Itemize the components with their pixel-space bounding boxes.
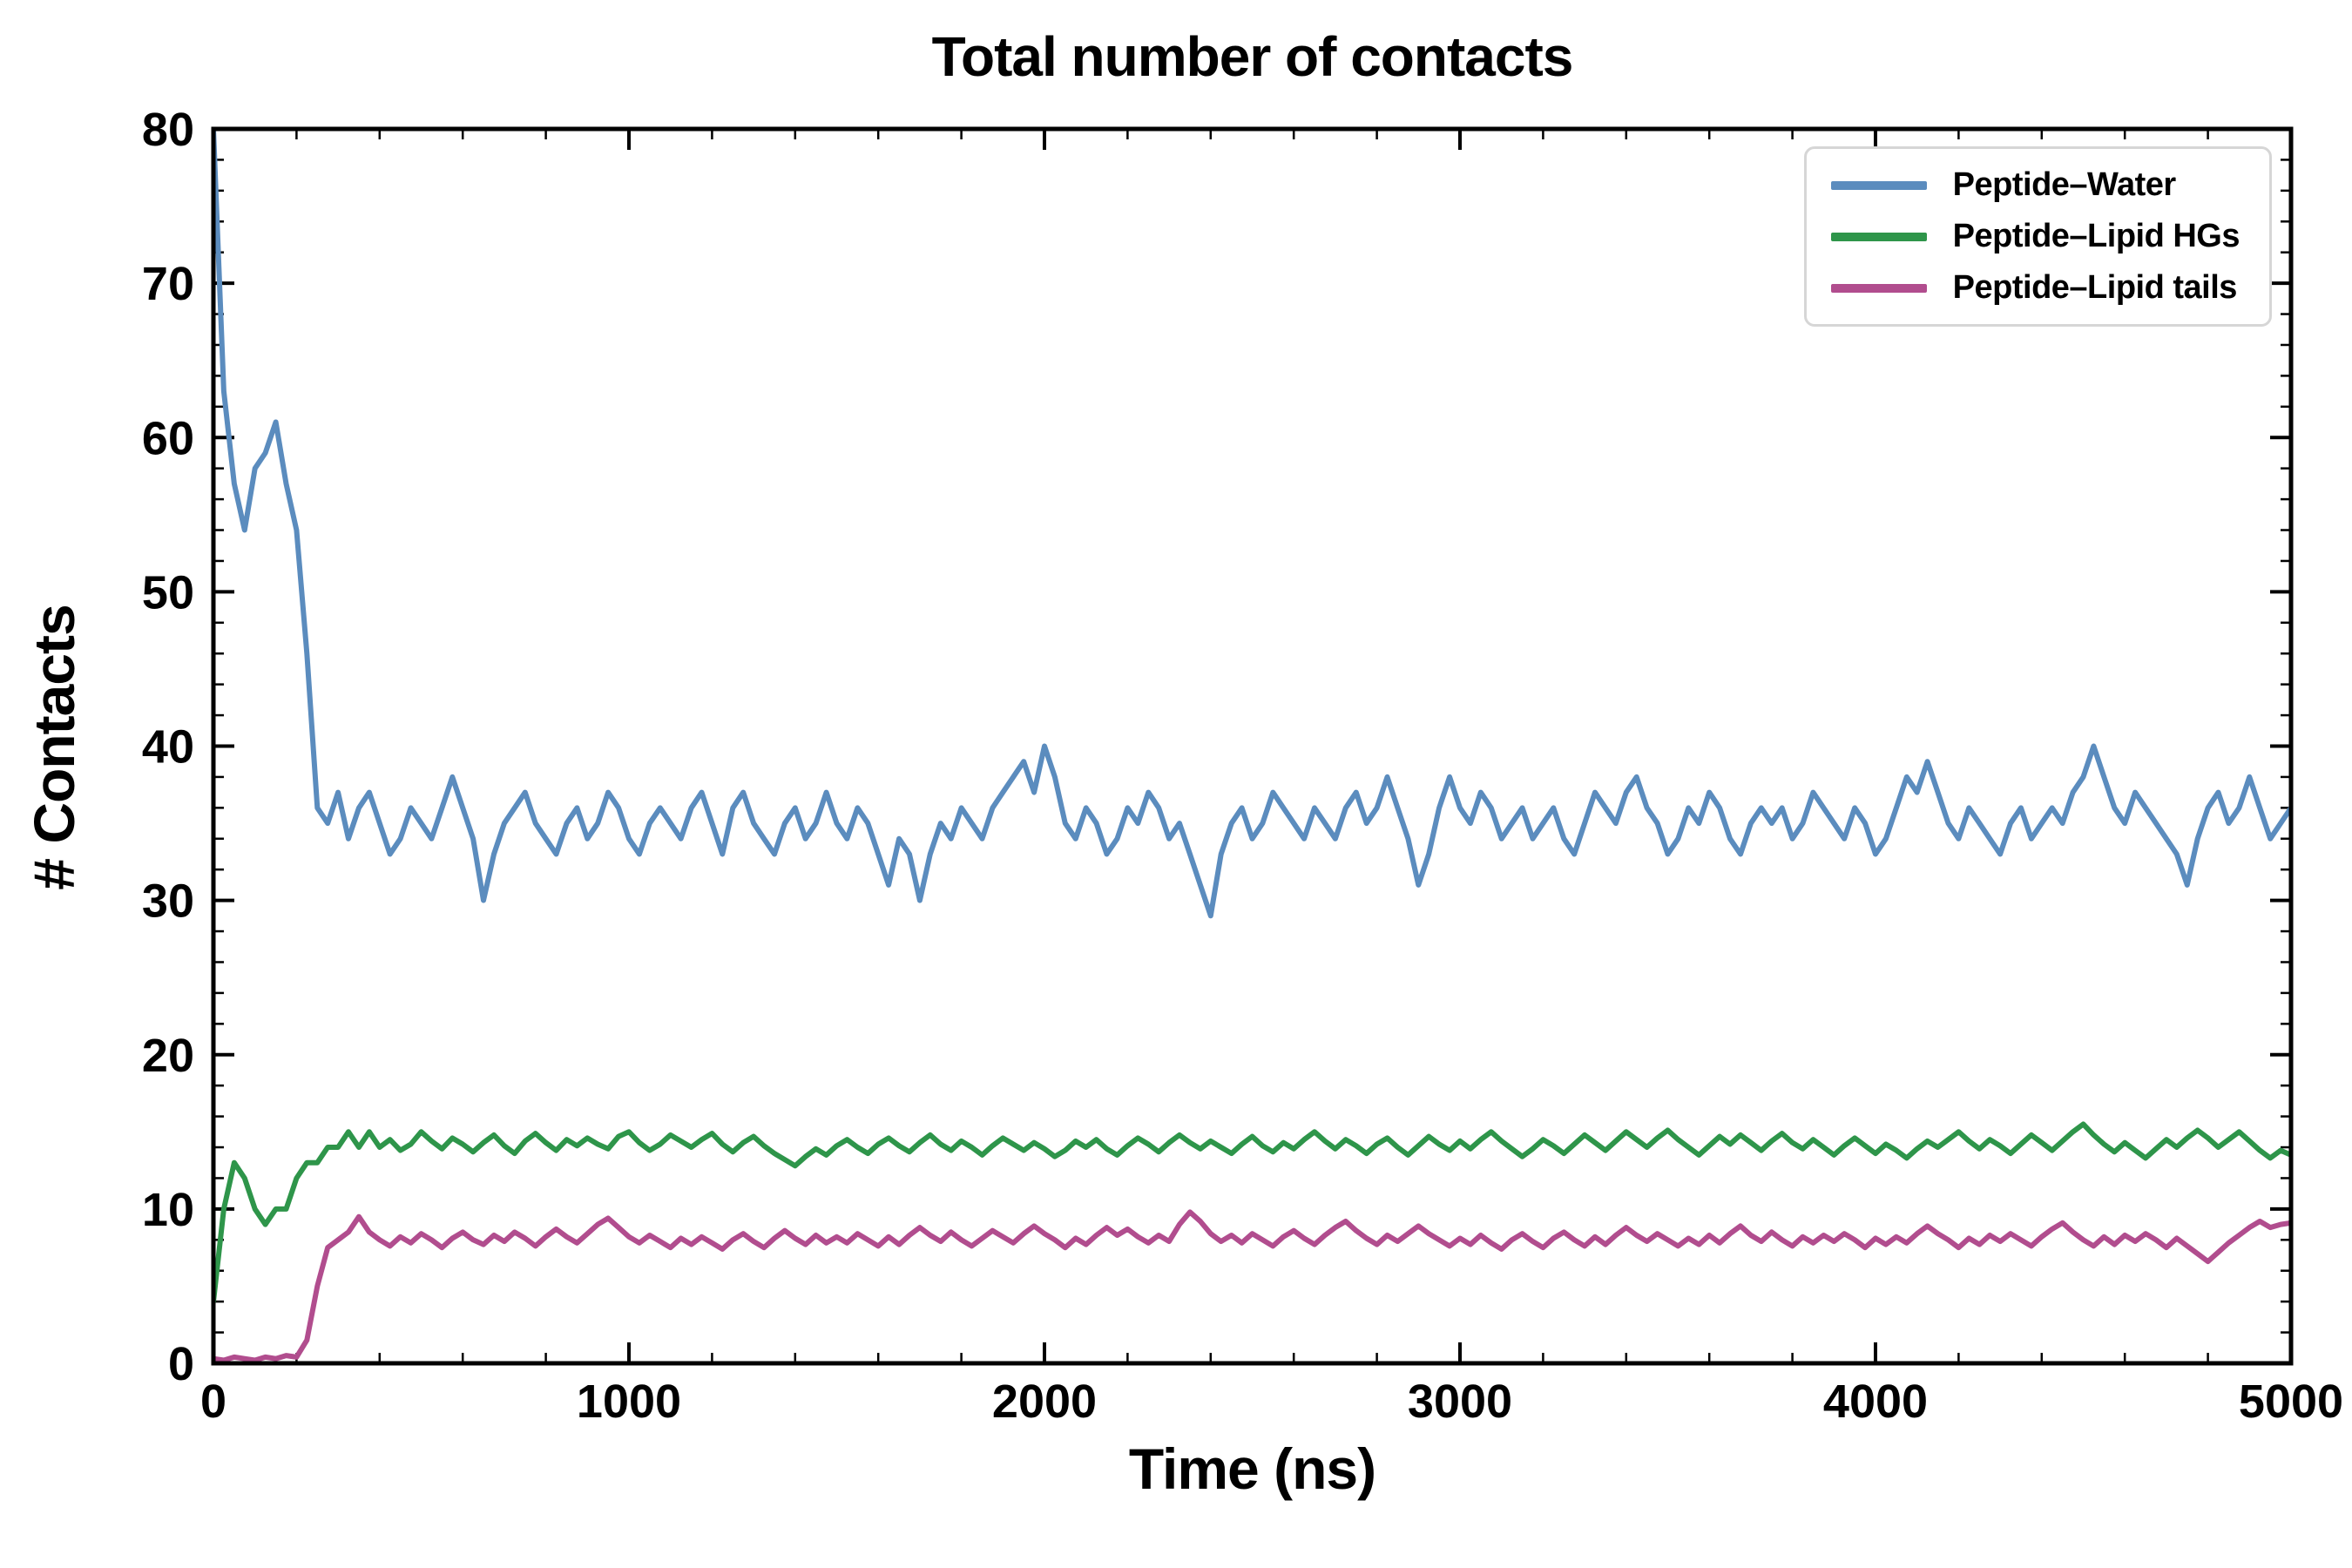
legend-swatch-peptide-lipid-tails (1830, 283, 1927, 293)
y-tick-label: 10 (142, 1184, 194, 1236)
x-tick-label: 5000 (2239, 1375, 2343, 1428)
legend-swatch-peptide-water (1830, 180, 1927, 190)
x-axis-label: Time (ns) (1128, 1436, 1376, 1501)
legend-label-peptide-lipid-hgs: Peptide–Lipid HGs (1952, 218, 2240, 254)
x-tick-label: 2000 (992, 1375, 1097, 1428)
series-line-1 (213, 1121, 2291, 1305)
y-axis-label: # Contacts (22, 605, 86, 890)
y-tick-label: 30 (142, 875, 194, 928)
legend-item-peptide-water: Peptide–Water (1830, 166, 2240, 204)
legend-label-peptide-lipid-tails: Peptide–Lipid tails (1952, 269, 2238, 306)
legend-item-peptide-lipid-tails: Peptide–Lipid tails (1830, 269, 2240, 307)
x-tick-label: 4000 (1823, 1375, 1928, 1428)
x-tick-label: 3000 (1408, 1375, 1512, 1428)
y-tick-label: 60 (142, 412, 194, 464)
series-line-2 (213, 1209, 2291, 1363)
y-tick-label: 70 (142, 258, 194, 310)
y-tick-label: 80 (142, 104, 194, 156)
chart-title: Total number of contacts (931, 25, 1574, 88)
legend-label-peptide-water: Peptide–Water (1952, 166, 2177, 203)
series-line-0 (213, 129, 2291, 919)
axes-spines (211, 126, 2294, 1366)
y-tick-label: 40 (142, 721, 194, 774)
x-tick-label: 0 (200, 1375, 226, 1428)
legend: Peptide–Water Peptide–Lipid HGs Peptide–… (1803, 146, 2272, 327)
y-tick-label: 50 (142, 566, 194, 618)
x-tick-label: 1000 (577, 1375, 681, 1428)
legend-swatch-peptide-lipid-hgs (1830, 232, 1927, 241)
y-tick-label: 20 (142, 1030, 194, 1082)
y-tick-label: 0 (168, 1338, 194, 1390)
legend-item-peptide-lipid-hgs: Peptide–Lipid HGs (1830, 218, 2240, 255)
